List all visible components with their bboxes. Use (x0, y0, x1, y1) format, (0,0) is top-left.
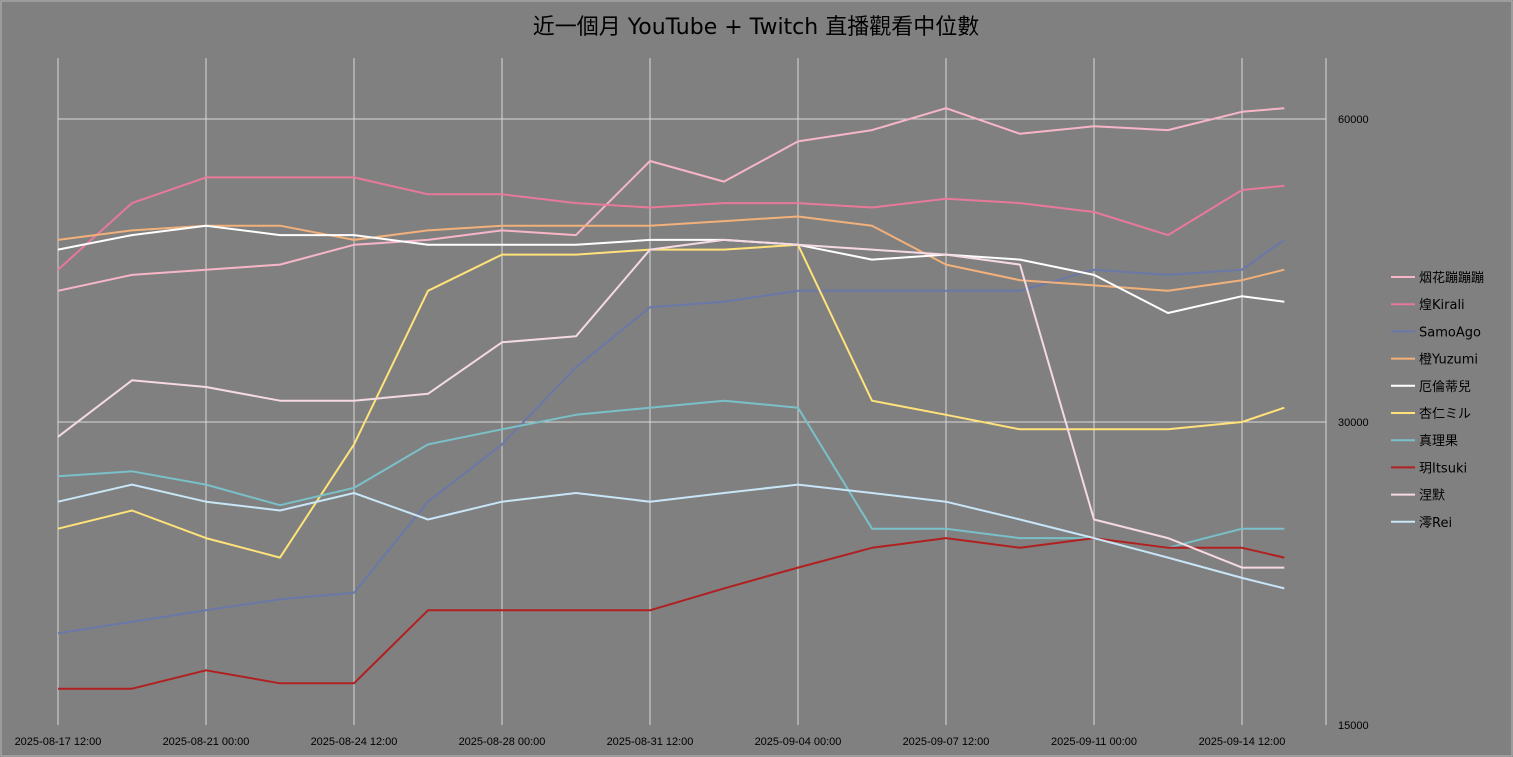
legend-label-10: 澪Rei (1419, 516, 1452, 531)
legend-label-8: 玥Itsuki (1419, 461, 1467, 476)
legend-label-7: 真理果 (1419, 434, 1458, 449)
series-line-5 (57, 224, 1285, 314)
x-tick-label: 2025-08-21 00:00 (163, 736, 250, 748)
series-lines (57, 107, 1285, 690)
y-tick-label: 30000 (1338, 417, 1369, 429)
x-tick-label: 2025-08-31 12:00 (607, 736, 694, 748)
y-tick-label: 60000 (1338, 114, 1369, 126)
x-tick-label: 2025-08-24 12:00 (311, 736, 398, 748)
legend-label-1: 烟花蹦蹦蹦 (1419, 270, 1484, 286)
grid (57, 58, 1327, 725)
series-line-2 (57, 176, 1285, 271)
x-tick-label: 2025-08-17 12:00 (15, 736, 102, 748)
legend-label-6: 杏仁ミル (1419, 407, 1471, 422)
series-line-3 (57, 239, 1285, 635)
legend-label-2: 煌Kirali (1419, 298, 1465, 313)
series-line-10 (57, 483, 1285, 590)
legend-label-9: 涅默 (1419, 488, 1445, 504)
legend-label-5: 厄倫蒂兒 (1419, 380, 1471, 395)
series-line-4 (57, 215, 1285, 292)
series-line-6 (57, 243, 1285, 559)
x-tick-label: 2025-09-11 00:00 (1051, 736, 1137, 748)
legend-label-3: SamoAgo (1419, 325, 1481, 340)
y-tick-label: 15000 (1338, 720, 1369, 732)
y-tick-labels: 15000 30000 60000 (1338, 114, 1369, 732)
x-tick-labels: 2025-08-17 12:00 2025-08-21 00:00 2025-08-… (15, 736, 1286, 748)
chart-title: 近一個月 YouTube + Twitch 直播觀看中位數 (533, 15, 979, 40)
legend-label-4: 橙Yuzumi (1419, 353, 1478, 368)
x-tick-label: 2025-09-14 12:00 (1199, 736, 1286, 748)
series-line-8 (58, 537, 1285, 690)
series-line-1 (57, 107, 1285, 292)
x-tick-label: 2025-09-04 00:00 (755, 736, 842, 748)
x-tick-label: 2025-09-07 12:00 (903, 736, 990, 748)
series-line-9 (57, 238, 1285, 569)
x-tick-label: 2025-08-28 00:00 (459, 736, 546, 748)
